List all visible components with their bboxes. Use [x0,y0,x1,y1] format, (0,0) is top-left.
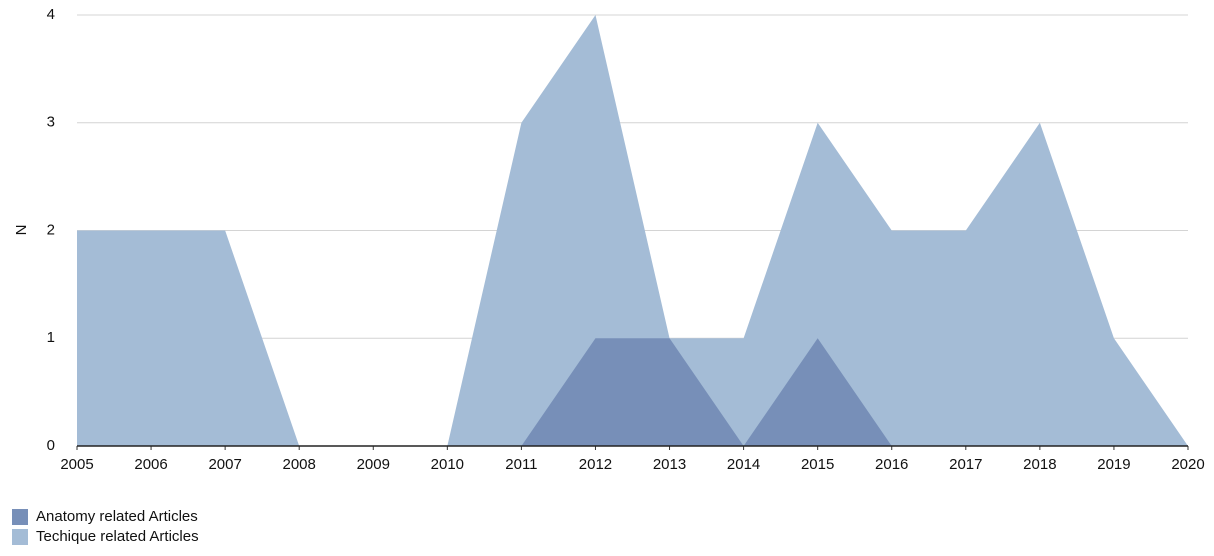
x-tick-label: 2017 [949,456,982,473]
x-tick-label: 2009 [357,456,390,473]
legend-swatch [12,509,28,525]
x-tick-label: 2013 [653,456,686,473]
x-tick-label: 2012 [579,456,612,473]
x-tick-label: 2011 [505,456,537,473]
y-tick-label: 4 [47,6,55,23]
x-tick-label: 2015 [801,456,834,473]
area [77,338,1188,446]
y-tick-label: 0 [47,437,55,454]
x-tick-label: 2016 [875,456,908,473]
legend-swatch [12,529,28,545]
x-tick-label: 2014 [727,456,760,473]
x-tick-label: 2008 [283,456,316,473]
x-tick-label: 2005 [60,456,93,473]
x-tick-label: 2020 [1171,456,1204,473]
x-tick-label: 2010 [431,456,464,473]
y-tick-label: 3 [47,114,55,131]
y-tick-label: 1 [47,329,55,346]
areas [77,15,1188,446]
y-axis-label: N [13,225,30,236]
x-tick-label: 2007 [208,456,241,473]
axes: 0 1 2 3 4 2005 2006 2007 2008 2009 2010 2011 2012 201… [47,6,1205,473]
y-tick-label: 2 [47,221,55,238]
x-tick-label: 2018 [1023,456,1056,473]
x-tick-label: 2006 [134,456,167,473]
area [77,15,1188,446]
legend-label: Techique related Articles [36,528,199,545]
x-tick-label: 2019 [1097,456,1130,473]
legend-label: Anatomy related Articles [36,508,198,525]
